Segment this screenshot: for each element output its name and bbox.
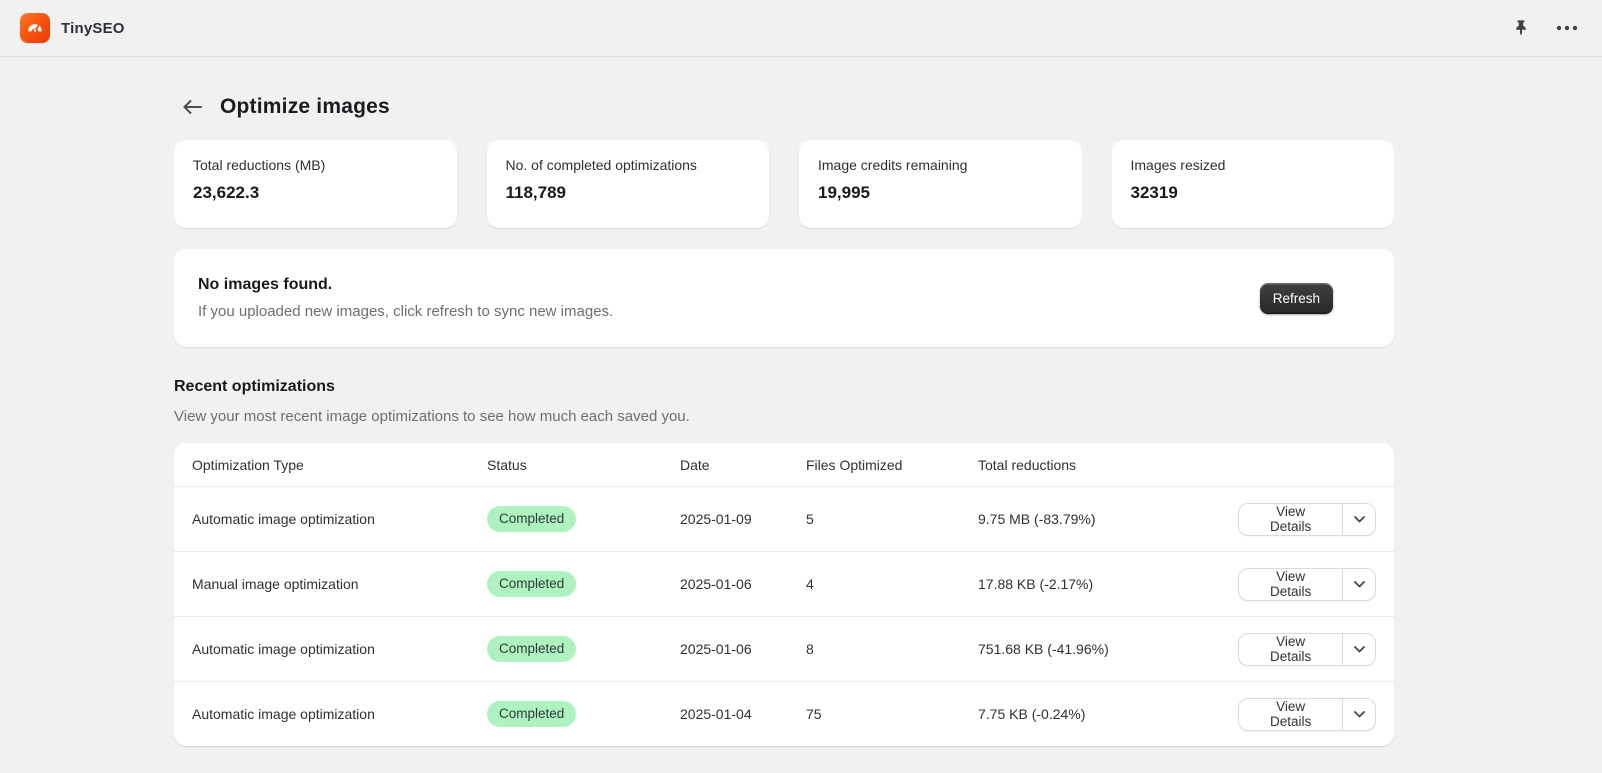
stat-label: No. of completed optimizations — [505, 157, 697, 173]
view-details-split-button: View Details — [1238, 567, 1376, 601]
view-details-button[interactable]: View Details — [1239, 504, 1342, 535]
page-header: Optimize images — [174, 57, 1394, 119]
view-details-chevron-button[interactable] — [1342, 503, 1375, 535]
table-row: Manual image optimization Completed 2025… — [174, 551, 1394, 616]
view-details-split-button: View Details — [1238, 632, 1376, 666]
view-details-split-button: View Details — [1238, 502, 1376, 536]
cell-actions: View Details — [1238, 632, 1376, 666]
column-header-optimization-type: Optimization Type — [192, 456, 304, 473]
cell-total-reductions: 7.75 KB (-0.24%) — [978, 706, 1086, 722]
cell-optimization-type: Automatic image optimization — [192, 706, 375, 722]
stat-value: 32319 — [1130, 183, 1178, 202]
cell-date: 2025-01-04 — [680, 706, 752, 722]
view-details-chevron-button[interactable] — [1342, 568, 1375, 600]
no-images-banner: No images found. If you uploaded new ima… — [174, 249, 1394, 347]
table-row: Automatic image optimization Completed 2… — [174, 681, 1394, 746]
cell-actions: View Details — [1238, 567, 1376, 601]
view-details-button[interactable]: View Details — [1239, 634, 1342, 665]
pin-button[interactable] — [1510, 17, 1532, 39]
cell-status: Completed — [487, 701, 680, 727]
status-badge: Completed — [487, 701, 577, 727]
main-content: Optimize images Total reductions (MB) 23… — [174, 57, 1394, 746]
stat-value: 118,789 — [505, 183, 567, 202]
cell-status: Completed — [487, 571, 680, 597]
banner-title: No images found. — [198, 276, 333, 293]
recent-optimizations-table: Optimization Type Status Date Files Opti… — [174, 443, 1394, 746]
more-button[interactable] — [1554, 23, 1580, 33]
section-title: Recent optimizations — [174, 378, 335, 395]
banner-text: No images found. If you uploaded new ima… — [198, 276, 613, 320]
column-header-files-optimized: Files Optimized — [806, 456, 903, 473]
chevron-down-icon — [1353, 580, 1365, 588]
page-title: Optimize images — [220, 95, 390, 118]
cell-date: 2025-01-06 — [680, 576, 752, 592]
cell-optimization-type: Automatic image optimization — [192, 511, 375, 527]
chevron-down-icon — [1353, 515, 1365, 523]
stat-value: 19,995 — [818, 183, 870, 202]
gauge-icon — [26, 19, 44, 37]
table-header-row: Optimization Type Status Date Files Opti… — [174, 443, 1394, 486]
view-details-split-button: View Details — [1238, 697, 1376, 731]
column-header-status: Status — [487, 456, 527, 473]
view-details-button[interactable]: View Details — [1239, 699, 1342, 730]
status-badge: Completed — [487, 571, 577, 597]
arrow-left-icon — [182, 99, 203, 115]
stat-card-credits-remaining: Image credits remaining 19,995 — [799, 140, 1082, 228]
view-details-chevron-button[interactable] — [1342, 633, 1375, 665]
stat-label: Total reductions (MB) — [193, 157, 326, 173]
back-button[interactable] — [180, 97, 205, 117]
section-subtitle: View your most recent image optimization… — [174, 408, 690, 425]
app-name: TinySEO — [61, 19, 125, 37]
cell-total-reductions: 9.75 MB (-83.79%) — [978, 511, 1096, 527]
stat-card-images-resized: Images resized 32319 — [1111, 140, 1394, 228]
cell-optimization-type: Manual image optimization — [192, 576, 359, 592]
pin-icon — [1512, 19, 1530, 37]
cell-date: 2025-01-09 — [680, 511, 752, 527]
banner-description: If you uploaded new images, click refres… — [198, 303, 614, 320]
status-badge: Completed — [487, 636, 577, 662]
topbar-actions — [1510, 17, 1580, 39]
cell-optimization-type: Automatic image optimization — [192, 641, 375, 657]
cell-files-optimized: 75 — [806, 706, 822, 722]
cell-total-reductions: 17.88 KB (-2.17%) — [978, 576, 1094, 592]
cell-total-reductions: 751.68 KB (-41.96%) — [978, 641, 1109, 657]
cell-status: Completed — [487, 506, 680, 532]
cell-files-optimized: 8 — [806, 641, 814, 657]
stat-card-completed-optimizations: No. of completed optimizations 118,789 — [486, 140, 769, 228]
column-header-date: Date — [680, 456, 710, 473]
cell-files-optimized: 5 — [806, 511, 814, 527]
status-badge: Completed — [487, 506, 577, 532]
stat-label: Images resized — [1130, 157, 1226, 173]
tinyseo-logo — [20, 13, 50, 43]
cell-actions: View Details — [1238, 502, 1376, 536]
chevron-down-icon — [1353, 710, 1365, 718]
cell-actions: View Details — [1238, 697, 1376, 731]
cell-files-optimized: 4 — [806, 576, 814, 592]
cell-status: Completed — [487, 636, 680, 662]
app-identity: TinySEO — [20, 13, 125, 43]
view-details-chevron-button[interactable] — [1342, 698, 1375, 730]
column-header-total-reductions: Total reductions — [978, 456, 1077, 473]
topbar: TinySEO — [0, 0, 1602, 57]
stat-label: Image credits remaining — [818, 157, 968, 173]
stats-row: Total reductions (MB) 23,622.3 No. of co… — [174, 140, 1394, 228]
table-row: Automatic image optimization Completed 2… — [174, 616, 1394, 681]
table-row: Automatic image optimization Completed 2… — [174, 486, 1394, 551]
chevron-down-icon — [1353, 645, 1365, 653]
ellipsis-icon — [1556, 25, 1578, 31]
view-details-button[interactable]: View Details — [1239, 569, 1342, 600]
stat-card-total-reductions: Total reductions (MB) 23,622.3 — [174, 140, 457, 228]
cell-date: 2025-01-06 — [680, 641, 752, 657]
refresh-button[interactable]: Refresh — [1259, 282, 1333, 314]
stat-value: 23,622.3 — [193, 183, 260, 202]
